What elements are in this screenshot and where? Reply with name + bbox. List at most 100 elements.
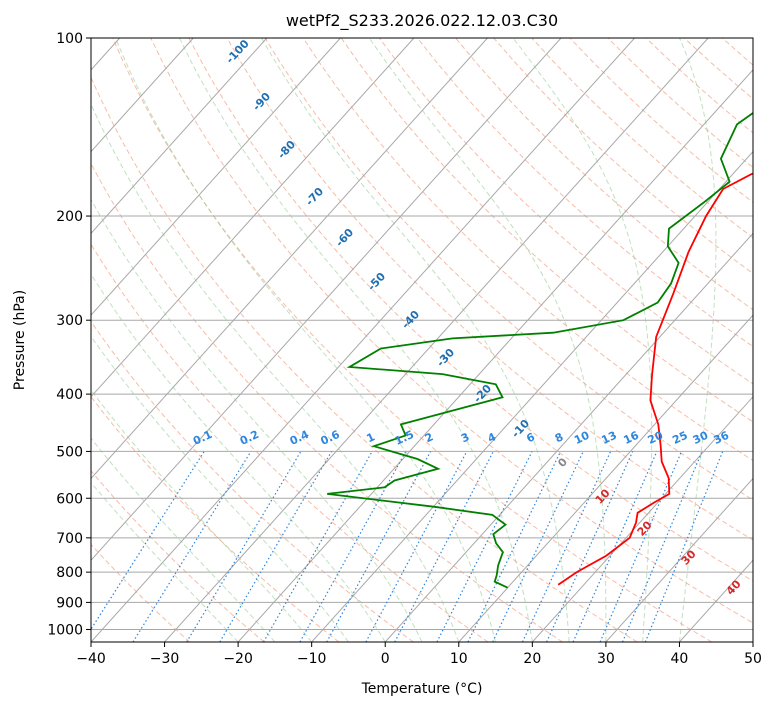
mixing-ratio-line bbox=[644, 451, 724, 642]
mixing-ratio-label: 13 bbox=[599, 429, 618, 447]
moist-adiabat bbox=[91, 481, 239, 642]
mixing-ratio-line bbox=[262, 451, 373, 642]
x-tick-label: 40 bbox=[671, 651, 689, 667]
mixing-ratio-label: 1.5 bbox=[393, 428, 416, 448]
isotherm bbox=[605, 477, 753, 642]
mixing-ratio-label: 10 bbox=[572, 429, 592, 447]
isotherm-label: -100 bbox=[223, 37, 252, 66]
dry-adiabat bbox=[302, 38, 753, 462]
dry-adiabat bbox=[91, 243, 489, 642]
mixing-ratio-label: 2 bbox=[423, 430, 435, 445]
axes: −40 −30 −20 −10 0 10 20 30 40 5010020030040050060… bbox=[47, 31, 762, 667]
dry-adiabat bbox=[188, 38, 753, 582]
mixing-ratio-label: 0.4 bbox=[288, 428, 311, 448]
isotherm-label: -60 bbox=[333, 226, 356, 250]
isotherm bbox=[91, 38, 635, 642]
x-tick-label: 0 bbox=[381, 651, 390, 667]
background-lines bbox=[91, 38, 775, 642]
y-tick-label: 900 bbox=[56, 595, 83, 611]
x-tick-label: 50 bbox=[744, 651, 762, 667]
x-tick-label: 10 bbox=[450, 651, 468, 667]
line-labels: -100-90-80-70-60-50-40-30-20-10010203040… bbox=[191, 37, 744, 598]
moist-adiabat bbox=[115, 38, 497, 642]
isotherm bbox=[91, 38, 194, 153]
isotherm-label: 30 bbox=[679, 547, 699, 567]
mixing-ratio-line bbox=[132, 451, 252, 642]
moist-adiabat bbox=[678, 38, 717, 642]
isotherm bbox=[384, 232, 753, 642]
x-axis-label: Temperature (°C) bbox=[361, 681, 483, 697]
isotherm bbox=[679, 559, 753, 642]
moist-adiabat bbox=[91, 335, 349, 642]
dry-adiabat bbox=[91, 543, 191, 642]
isotherm-label: 20 bbox=[635, 518, 655, 538]
moist-adiabat bbox=[512, 38, 653, 642]
dry-adiabat bbox=[150, 38, 753, 624]
moist-adiabat bbox=[91, 103, 460, 642]
dewpoint-profile bbox=[327, 111, 753, 589]
x-tick-label: 30 bbox=[597, 651, 615, 667]
dry-adiabat bbox=[760, 38, 775, 642]
dry-adiabat bbox=[417, 38, 753, 348]
isotherm bbox=[91, 38, 562, 562]
isotherm-label: -70 bbox=[303, 185, 326, 209]
mixing-ratio-line bbox=[599, 451, 683, 642]
isotherm bbox=[311, 150, 753, 642]
moist-adiabat bbox=[179, 38, 533, 642]
mixing-ratio-label: 3 bbox=[459, 430, 471, 445]
x-tick-label: −40 bbox=[76, 651, 106, 667]
moist-adiabat bbox=[91, 437, 276, 642]
mixing-ratio-line bbox=[299, 451, 407, 642]
mixing-ratio-line bbox=[492, 451, 584, 642]
chart-title: wetPf2_S233.2026.022.12.03.C30 bbox=[286, 11, 558, 31]
y-tick-label: 400 bbox=[56, 387, 83, 403]
mixing-ratio-line bbox=[572, 451, 658, 642]
mixing-ratio-line bbox=[621, 451, 703, 642]
isotherm-label: -40 bbox=[399, 308, 422, 332]
mixing-ratio-line bbox=[219, 451, 333, 642]
y-axis-label: Pressure (hPa) bbox=[12, 290, 28, 390]
mixing-ratio-line bbox=[546, 451, 634, 642]
dry-adiabat bbox=[531, 38, 753, 239]
y-tick-label: 800 bbox=[56, 565, 83, 581]
mixing-ratio-label: 36 bbox=[712, 429, 732, 447]
y-tick-label: 100 bbox=[56, 31, 83, 47]
mixing-ratio-label: 6 bbox=[524, 430, 537, 445]
x-tick-label: −30 bbox=[150, 651, 180, 667]
dry-adiabat bbox=[91, 162, 563, 642]
moist-adiabat bbox=[368, 38, 607, 642]
isotherm bbox=[91, 38, 341, 316]
mixing-ratio-label: 1 bbox=[364, 430, 376, 445]
moist-adiabat bbox=[91, 273, 386, 642]
x-tick-label: 20 bbox=[523, 651, 541, 667]
moist-adiabat bbox=[91, 198, 423, 642]
isotherm bbox=[752, 641, 753, 642]
dry-adiabat bbox=[683, 38, 753, 100]
dry-adiabat bbox=[340, 38, 753, 423]
mixing-ratio-label: 4 bbox=[486, 430, 499, 445]
mixing-ratio-line bbox=[91, 451, 205, 631]
dry-adiabat bbox=[91, 320, 414, 642]
dry-adiabat bbox=[91, 395, 340, 642]
isotherm bbox=[237, 69, 753, 642]
mixing-ratio-line bbox=[186, 451, 302, 642]
moist-adiabat bbox=[261, 38, 570, 642]
mixing-ratio-line bbox=[467, 451, 562, 642]
profiles bbox=[327, 111, 753, 589]
dry-adiabat bbox=[91, 76, 638, 642]
dry-adiabat bbox=[264, 38, 753, 501]
y-tick-label: 1000 bbox=[47, 622, 83, 638]
mixing-ratio-line bbox=[394, 451, 494, 642]
mixing-ratio-label: 8 bbox=[553, 430, 565, 445]
y-tick-label: 700 bbox=[56, 531, 83, 547]
plot-frame bbox=[90, 37, 754, 643]
isotherm bbox=[91, 38, 488, 480]
mixing-ratio-label: 0.6 bbox=[319, 428, 342, 448]
y-tick-label: 200 bbox=[56, 209, 83, 225]
dry-adiabat bbox=[455, 38, 753, 311]
dry-adiabat bbox=[91, 470, 265, 642]
mixing-ratio-line bbox=[521, 451, 612, 642]
isotherm-label: -80 bbox=[275, 138, 298, 162]
mixing-ratio-label: 30 bbox=[691, 429, 711, 447]
